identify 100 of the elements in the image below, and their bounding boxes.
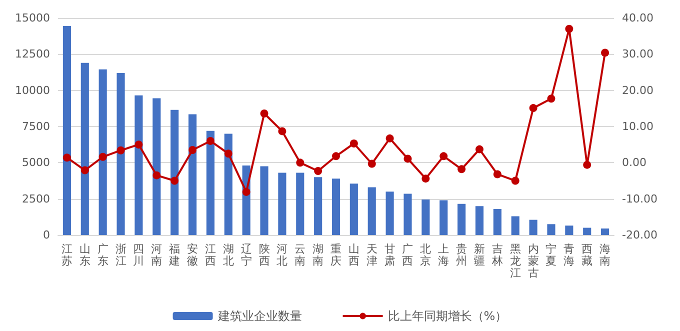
x-tick-label: 贵州: [456, 242, 468, 268]
point: [493, 170, 502, 178]
x-tick-label: 宁夏: [546, 242, 557, 268]
point: [278, 127, 286, 136]
bar: [206, 130, 214, 235]
point: [314, 166, 322, 175]
bar: [529, 220, 538, 235]
bar: [296, 172, 304, 235]
bar: [332, 178, 340, 235]
y2-tick-label: 0.00: [622, 156, 646, 170]
bar: [565, 226, 574, 235]
y2-tick-label: 20.00: [622, 84, 654, 97]
x-tick-label: 安徽: [187, 242, 198, 268]
x-tick-label: 青海: [564, 242, 575, 268]
y-tick-label: 7500: [22, 120, 50, 133]
y-tick-label: 12500: [15, 48, 50, 61]
bar: [600, 228, 610, 235]
point: [440, 152, 448, 160]
legend-label: 比上年同期增长（%）: [388, 309, 508, 323]
point: [296, 158, 304, 167]
point: [62, 154, 71, 162]
point: [583, 160, 592, 169]
bar: [260, 166, 268, 235]
y2-tick-label: -20.00: [622, 228, 658, 242]
y-tick-label: 15000: [15, 12, 50, 24]
x-tick-label: 广西: [402, 242, 414, 268]
bar: [475, 206, 484, 235]
x-tick-label: 上海: [438, 242, 450, 268]
bar: [62, 26, 72, 235]
point: [206, 136, 214, 145]
x-tick-label: 天津: [366, 242, 378, 268]
x-tick-label: 西藏: [582, 242, 593, 268]
point: [242, 188, 250, 196]
bar: [386, 192, 394, 235]
y2-tick-label: 40.00: [622, 12, 654, 24]
x-tick-label: 辽宁: [240, 242, 252, 268]
bar: [458, 204, 466, 235]
bar: [116, 72, 125, 235]
bar: [98, 69, 107, 235]
x-tick-label: 内蒙古: [528, 242, 539, 280]
point: [152, 171, 161, 180]
x-tick-label: 云南: [294, 242, 306, 268]
bar: [152, 98, 161, 235]
x-tick-label: 吉林: [490, 242, 503, 268]
x-tick-label: 河北: [276, 242, 288, 268]
bar: [314, 177, 322, 235]
y-tick-label: 2500: [22, 192, 50, 206]
point: [170, 176, 179, 185]
y-tick-label: 5000: [22, 156, 50, 170]
x-tick-label: 陕西: [258, 242, 270, 268]
bar: [134, 95, 143, 235]
x-tick-label: 北京: [420, 242, 432, 268]
point: [601, 48, 610, 57]
x-tick-label: 河南: [151, 242, 162, 268]
point: [511, 176, 520, 185]
x-tick-label: 甘肃: [384, 242, 396, 268]
point: [98, 152, 107, 161]
x-tick-label: 浙江: [115, 242, 126, 268]
bar: [188, 114, 197, 235]
x-tick-label: 山东: [79, 242, 90, 268]
y-tick-label: 10000: [15, 84, 50, 97]
point: [188, 146, 197, 154]
y2-tick-label: 10.00: [622, 120, 654, 133]
bar: [224, 134, 232, 235]
point: [386, 134, 394, 142]
bar: [350, 184, 358, 235]
point: [404, 154, 412, 163]
point: [350, 140, 358, 148]
point: [475, 145, 484, 154]
y2-tick-label: 30.00: [622, 48, 654, 61]
bar: [511, 216, 520, 235]
bar: [583, 228, 592, 235]
y-tick-label: 0: [43, 228, 50, 242]
x-tick-label: 福建: [168, 242, 180, 268]
legend-label: 建筑业企业数量: [216, 309, 302, 323]
point: [529, 104, 538, 112]
x-tick-label: 湖南: [312, 242, 324, 268]
bar: [493, 208, 502, 235]
bar: [80, 62, 89, 235]
x-tick-label: 海南: [600, 242, 611, 268]
x-tick-label: 黑龙江: [510, 242, 521, 280]
bar: [404, 194, 412, 235]
x-tick-label: 新疆: [474, 242, 485, 268]
bar: [422, 200, 430, 235]
point: [260, 109, 268, 118]
point: [134, 140, 143, 149]
point: [422, 174, 430, 183]
point: [458, 165, 466, 174]
x-tick-label: 四川: [133, 242, 144, 268]
x-tick-label: 湖北: [222, 242, 234, 268]
point: [80, 166, 89, 174]
point: [547, 94, 556, 103]
x-tick-label: 山西: [348, 242, 360, 268]
y2-tick-label: -10.00: [622, 192, 658, 206]
bar: [278, 172, 286, 235]
x-tick-label: 重庆: [330, 242, 342, 268]
point: [368, 160, 376, 168]
point: [565, 24, 574, 33]
x-tick-label: 广东: [97, 242, 108, 268]
bar: [547, 224, 556, 235]
